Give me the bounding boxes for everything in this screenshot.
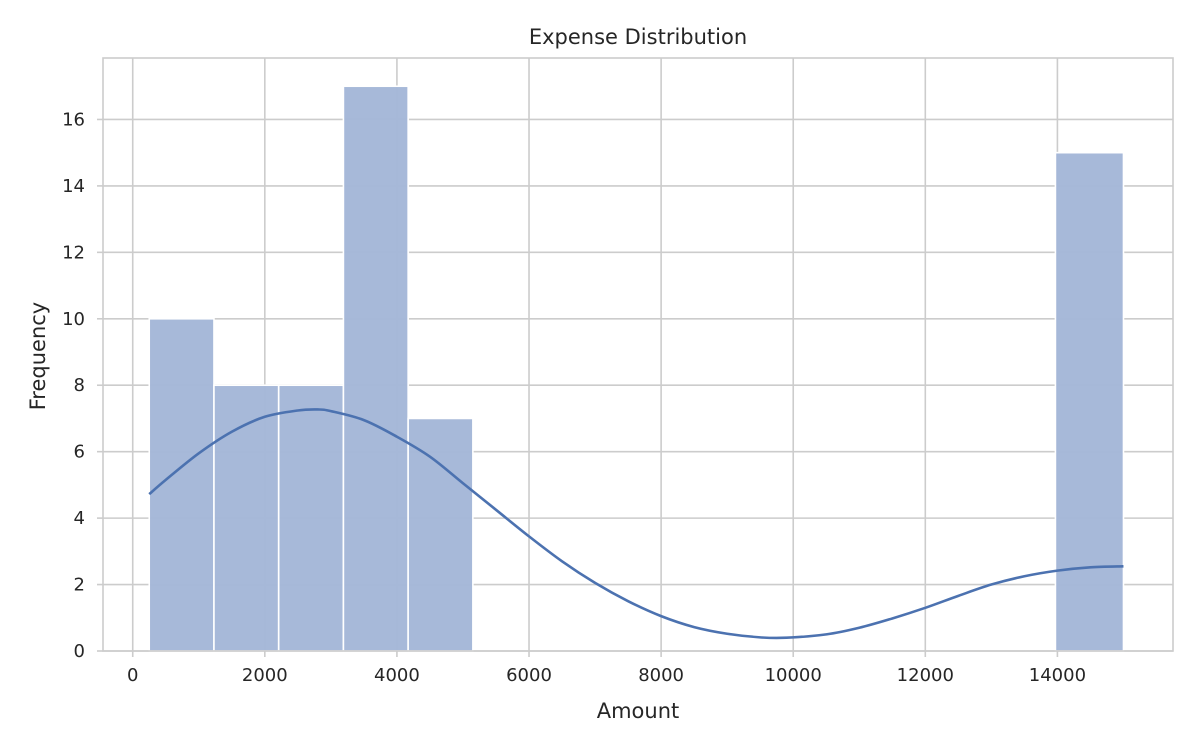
y-tick-label: 14 — [62, 176, 85, 197]
x-axis-label: Amount — [597, 699, 680, 723]
x-axis-ticks: 0 2000 4000 6000 8000 10000 12000 14000 — [127, 651, 1086, 686]
histogram-bar — [1054, 151, 1125, 652]
x-tick-label: 14000 — [1029, 665, 1086, 686]
y-tick-label: 0 — [74, 641, 85, 662]
x-tick-label: 8000 — [638, 665, 684, 686]
x-tick-label: 6000 — [506, 665, 552, 686]
chart-title: Expense Distribution — [529, 25, 747, 49]
y-tick-label: 8 — [74, 375, 85, 396]
x-tick-label: 2000 — [242, 665, 288, 686]
y-tick-label: 10 — [62, 309, 85, 330]
histogram-bar — [277, 384, 345, 652]
histogram-bar — [342, 85, 409, 652]
histogram-bar — [407, 417, 474, 652]
y-tick-label: 4 — [74, 508, 85, 529]
kde-curve — [148, 408, 1124, 640]
x-tick-label: 0 — [127, 665, 138, 686]
x-tick-label: 10000 — [765, 665, 822, 686]
y-axis-label: Frequency — [26, 302, 50, 411]
y-tick-label: 6 — [74, 442, 85, 463]
y-tick-label: 16 — [62, 109, 85, 130]
kde-layer — [148, 408, 1124, 640]
y-tick-label: 12 — [62, 242, 85, 263]
histogram-bar — [213, 384, 280, 652]
bars — [148, 85, 1125, 652]
y-axis-ticks: 0 2 4 6 8 10 12 14 16 — [62, 109, 103, 662]
x-tick-label: 4000 — [374, 665, 420, 686]
plot-frame — [102, 57, 1174, 652]
x-tick-label: 12000 — [897, 665, 954, 686]
y-tick-label: 2 — [74, 575, 85, 596]
